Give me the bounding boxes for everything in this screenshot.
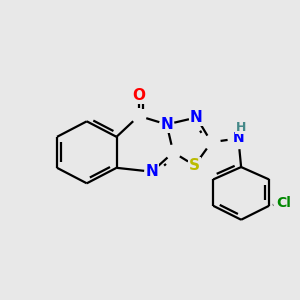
Text: N: N bbox=[146, 164, 158, 179]
Text: N: N bbox=[190, 110, 203, 125]
Text: N: N bbox=[160, 117, 173, 132]
Text: H: H bbox=[236, 121, 246, 134]
Text: Cl: Cl bbox=[277, 196, 291, 210]
Text: N: N bbox=[232, 131, 244, 146]
Text: S: S bbox=[189, 158, 200, 173]
Text: O: O bbox=[132, 88, 145, 103]
